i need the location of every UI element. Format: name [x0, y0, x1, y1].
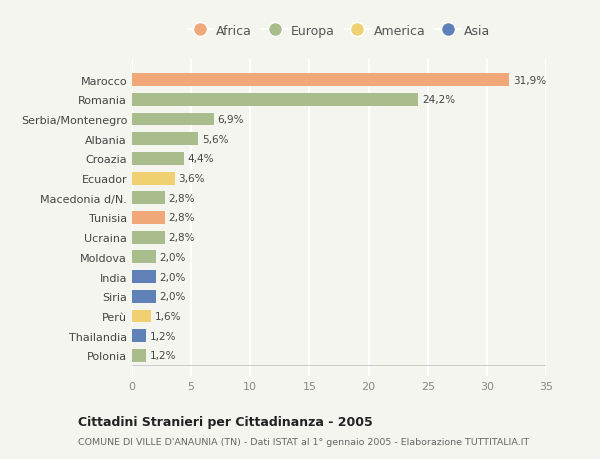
Bar — [132, 172, 175, 185]
Text: 1,6%: 1,6% — [154, 311, 181, 321]
Text: 4,4%: 4,4% — [188, 154, 214, 164]
Text: COMUNE DI VILLE D'ANAUNIA (TN) - Dati ISTAT al 1° gennaio 2005 - Elaborazione TU: COMUNE DI VILLE D'ANAUNIA (TN) - Dati IS… — [78, 437, 529, 446]
Text: 31,9%: 31,9% — [513, 75, 546, 85]
Text: 1,2%: 1,2% — [150, 351, 176, 361]
Bar — [132, 231, 165, 244]
Bar — [132, 192, 165, 205]
Text: 3,6%: 3,6% — [178, 174, 205, 184]
Bar — [132, 74, 509, 87]
Text: 2,0%: 2,0% — [159, 252, 185, 263]
Text: 2,8%: 2,8% — [169, 213, 195, 223]
Bar — [132, 212, 165, 224]
Bar — [132, 251, 155, 264]
Text: 2,8%: 2,8% — [169, 193, 195, 203]
Text: 1,2%: 1,2% — [150, 331, 176, 341]
Bar — [132, 113, 214, 126]
Text: 2,0%: 2,0% — [159, 291, 185, 302]
Text: 5,6%: 5,6% — [202, 134, 228, 145]
Bar — [132, 290, 155, 303]
Bar — [132, 349, 146, 362]
Bar — [132, 94, 418, 106]
Bar — [132, 153, 184, 165]
Text: 6,9%: 6,9% — [217, 115, 244, 125]
Bar — [132, 271, 155, 283]
Bar — [132, 310, 151, 323]
Text: 24,2%: 24,2% — [422, 95, 455, 105]
Legend: Africa, Europa, America, Asia: Africa, Europa, America, Asia — [188, 25, 490, 38]
Text: 2,0%: 2,0% — [159, 272, 185, 282]
Bar — [132, 133, 198, 146]
Text: Cittadini Stranieri per Cittadinanza - 2005: Cittadini Stranieri per Cittadinanza - 2… — [78, 415, 373, 428]
Text: 2,8%: 2,8% — [169, 233, 195, 243]
Bar — [132, 330, 146, 342]
